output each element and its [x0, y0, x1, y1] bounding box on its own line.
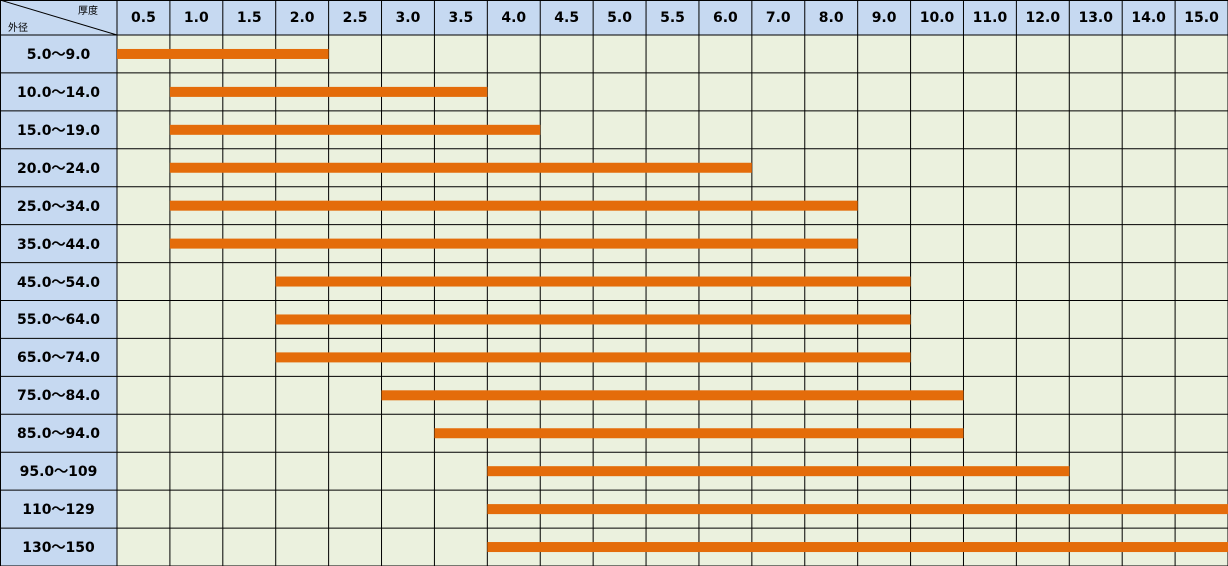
- range-bar: [117, 48, 329, 59]
- column-header: 10.0: [919, 9, 955, 26]
- column-header: 4.5: [554, 9, 580, 26]
- range-bar: [381, 390, 964, 401]
- row-header: 15.0～19.0: [16, 122, 101, 139]
- corner-diagonal: [0, 0, 118, 36]
- column-header: 2.0: [289, 9, 315, 26]
- column-header: 6.0: [712, 9, 738, 26]
- column-header: 4.0: [501, 9, 527, 26]
- column-header: 15.0: [1184, 9, 1219, 26]
- column-header: 3.5: [448, 9, 474, 26]
- range-bar: [434, 428, 964, 439]
- row-header: 110～129: [22, 502, 95, 519]
- range-bar: [487, 504, 1228, 515]
- header-col-bg: [0, 0, 117, 566]
- column-header: 3.0: [395, 9, 421, 26]
- row-header: 45.0～54.0: [16, 274, 101, 291]
- column-header: 1.0: [183, 9, 209, 26]
- column-header: 9.0: [871, 9, 897, 26]
- column-header: 0.5: [131, 9, 156, 26]
- row-header: 25.0～34.0: [16, 198, 101, 215]
- row-header: 20.0～24.0: [16, 160, 101, 177]
- column-header: 14.0: [1131, 9, 1166, 26]
- column-header: 11.0: [972, 9, 1008, 26]
- row-header: 85.0～94.0: [16, 426, 101, 443]
- row-header: 10.0～14.0: [16, 84, 101, 101]
- row-header: 75.0～84.0: [16, 388, 101, 405]
- column-header: 12.0: [1025, 9, 1061, 26]
- range-bar: [275, 276, 911, 287]
- row-header: 35.0～44.0: [16, 236, 101, 253]
- column-header: 7.0: [765, 9, 791, 26]
- row-header: 5.0～9.0: [26, 46, 91, 63]
- header-row-bg: [0, 0, 1228, 35]
- row-header: 130～150: [22, 540, 95, 557]
- range-bar: [169, 124, 541, 135]
- range-bar: [275, 314, 911, 325]
- column-header: 5.5: [660, 9, 685, 26]
- range-bar: [169, 162, 752, 173]
- row-header: 95.0～109: [19, 464, 98, 481]
- column-header: 13.0: [1078, 9, 1113, 26]
- corner-diameter-label: 外径: [8, 23, 28, 34]
- column-header: 1.5: [236, 9, 262, 26]
- corner-thickness-label: 厚度: [78, 6, 98, 17]
- column-header: 8.0: [818, 9, 844, 26]
- range-bar: [169, 238, 858, 249]
- range-bar: [169, 200, 858, 211]
- column-header: 5.0: [607, 9, 632, 26]
- range-bar: [169, 86, 488, 97]
- row-header: 55.0～64.0: [16, 312, 101, 329]
- row-header: 65.0～74.0: [16, 350, 101, 367]
- column-header: 2.5: [342, 9, 368, 26]
- range-bar: [487, 542, 1228, 553]
- range-bar: [275, 352, 911, 363]
- range-bar: [487, 466, 1070, 477]
